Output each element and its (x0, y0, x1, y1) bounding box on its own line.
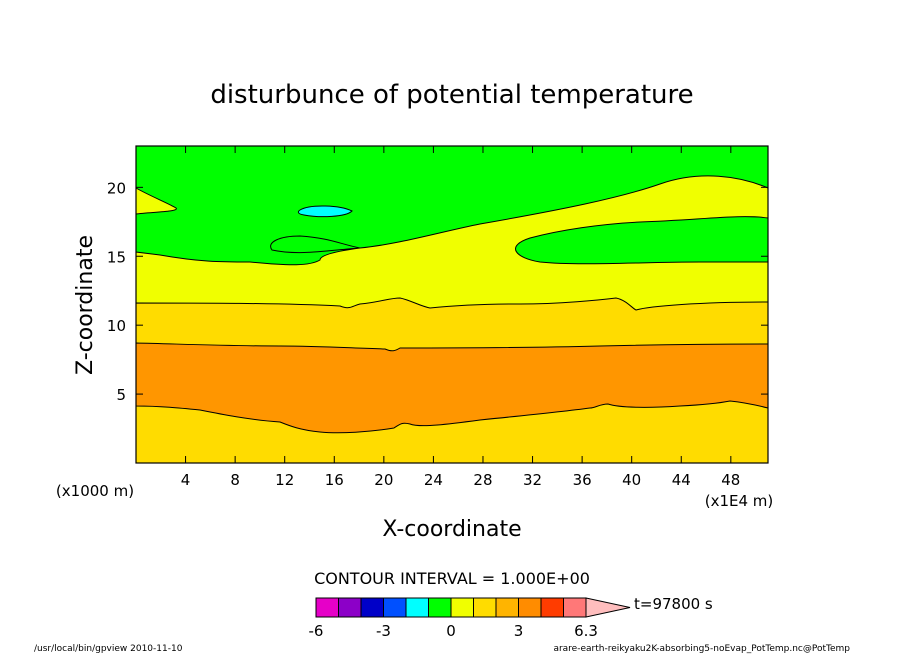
contour-region-cyan (297, 205, 353, 218)
x-tick-label: 44 (672, 471, 691, 489)
colorbar-label: -3 (376, 622, 391, 640)
colorbar-swatch (540, 597, 564, 618)
x-tick-label: 36 (573, 471, 592, 489)
colorbar-swatch (473, 597, 497, 618)
x-tick-label: 20 (374, 471, 393, 489)
x-tick-label: 28 (473, 471, 492, 489)
contour-region-orange (135, 342, 769, 434)
colorbar-label: 0 (446, 622, 456, 640)
plot-area (135, 145, 769, 464)
colorbar-label: 6.3 (574, 622, 598, 640)
chart-title: disturbunce of potential temperature (210, 80, 693, 110)
x-tick-label: 40 (622, 471, 641, 489)
x-unit-note: (x1E4 m) (705, 492, 774, 510)
x-tick-label: 8 (230, 471, 240, 489)
x-tick-label: 48 (721, 471, 740, 489)
footer-left: /usr/local/bin/gpview 2010-11-10 (34, 644, 183, 654)
y-tick-label: 20 (107, 179, 126, 197)
colorbar-swatch (428, 597, 452, 618)
contour-region-green (135, 145, 769, 266)
time-label: t=97800 s (634, 595, 713, 613)
y-tick-label: 15 (107, 248, 126, 266)
y-axis-label: Z-coordinate (73, 235, 98, 375)
y-tick-label: 5 (116, 386, 126, 404)
colorbar-swatch (315, 597, 339, 618)
colorbar-swatch (383, 597, 407, 618)
colorbar-swatch (518, 597, 542, 618)
x-axis: 4 8 12 16 20 24 28 32 36 40 44 48 (181, 146, 740, 489)
colorbar-swatch (360, 597, 384, 618)
contour-region-green-right (515, 216, 769, 265)
colorbar-label: 3 (514, 622, 524, 640)
x-tick-label: 4 (181, 471, 191, 489)
colorbar-arrow (585, 597, 631, 618)
y-unit-note: (x1000 m) (56, 482, 134, 500)
colorbar-labels: -6 -3 0 3 6.3 (309, 622, 598, 640)
x-axis-label: X-coordinate (382, 517, 521, 542)
footer-right: arare-earth-reikyaku2K-absorbing5-noEvap… (553, 644, 850, 654)
colorbar (315, 597, 631, 618)
colorbar-swatch (495, 597, 519, 618)
contour-interval-text: CONTOUR INTERVAL = 1.000E+00 (314, 569, 590, 588)
x-tick-label: 32 (523, 471, 542, 489)
colorbar-swatch (450, 597, 474, 618)
x-tick-label: 24 (424, 471, 443, 489)
colorbar-swatch (405, 597, 429, 618)
y-tick-label: 10 (107, 317, 126, 335)
x-tick-label: 16 (325, 471, 344, 489)
colorbar-label: -6 (309, 622, 324, 640)
colorbar-swatch (563, 597, 587, 618)
plot-frame (135, 145, 769, 464)
y-axis: 5 10 15 20 (107, 179, 768, 404)
colorbar-swatch (338, 597, 362, 618)
x-tick-label: 12 (275, 471, 294, 489)
